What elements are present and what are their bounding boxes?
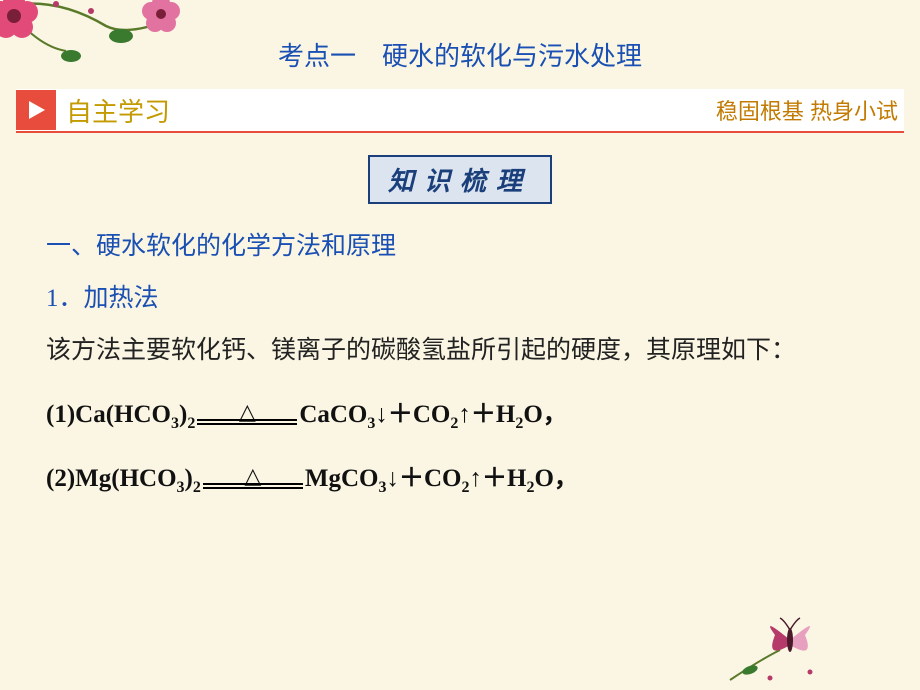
butterfly-decoration-bottom-right bbox=[720, 600, 840, 690]
page-title: 考点一 硬水的软化与污水处理 bbox=[16, 36, 904, 73]
reaction-2-lhs: (2)Mg(HCO3)2 bbox=[46, 454, 201, 504]
badge-row: 知识梳理 bbox=[16, 155, 904, 204]
play-icon bbox=[16, 90, 56, 130]
reaction-2: (2)Mg(HCO3)2 △ MgCO3↓＋CO2↑＋H2O， bbox=[46, 454, 874, 504]
heat-reaction-arrow-icon: △ bbox=[197, 405, 297, 425]
slide: 考点一 硬水的软化与污水处理 自主学习 稳固根基 热身小试 知识梳理 一、硬水软… bbox=[0, 0, 920, 690]
reaction-1-rhs: CaCO3↓＋CO2↑＋H2O， bbox=[299, 390, 567, 440]
heading-level-2: 1．加热法 bbox=[46, 274, 874, 324]
paragraph: 该方法主要软化钙、镁离子的碳酸氢盐所引起的硬度，其原理如下： bbox=[46, 326, 874, 376]
reaction-1: (1)Ca(HCO3)2 △ CaCO3↓＋CO2↑＋H2O， bbox=[46, 390, 874, 440]
section-label-main: 自主学习 bbox=[66, 92, 170, 129]
knowledge-badge: 知识梳理 bbox=[368, 155, 552, 204]
section-bar: 自主学习 稳固根基 热身小试 bbox=[16, 89, 904, 133]
reaction-2-rhs: MgCO3↓＋CO2↑＋H2O， bbox=[305, 454, 579, 504]
section-label-right: 稳固根基 热身小试 bbox=[716, 94, 904, 126]
reaction-1-lhs: (1)Ca(HCO3)2 bbox=[46, 390, 195, 440]
heading-level-1: 一、硬水软化的化学方法和原理 bbox=[46, 222, 874, 272]
content-area: 一、硬水软化的化学方法和原理 1．加热法 该方法主要软化钙、镁离子的碳酸氢盐所引… bbox=[16, 222, 904, 504]
heat-reaction-arrow-icon: △ bbox=[203, 469, 303, 489]
